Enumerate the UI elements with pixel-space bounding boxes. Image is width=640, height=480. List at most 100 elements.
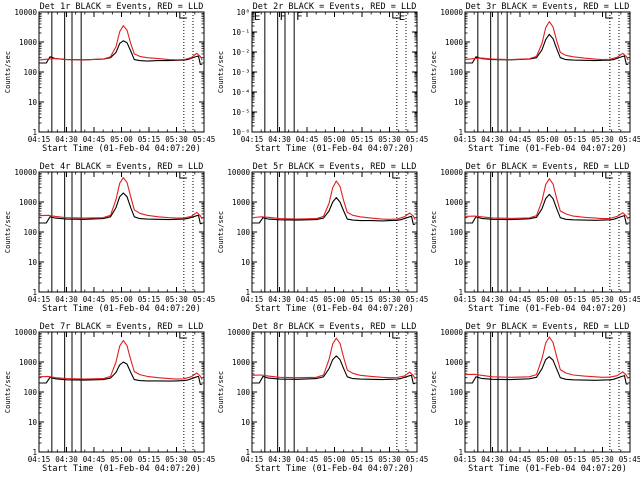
det9-ytick-label: 1000 xyxy=(445,358,464,367)
det6-lld-line xyxy=(464,178,629,220)
det7-panel: Det 7r BLACK = Events, RED = LLD Counts/s… xyxy=(4,322,215,474)
det9-events-line xyxy=(465,356,629,385)
det7-xtick-label: 04:15 xyxy=(28,455,51,464)
det6-xtick-label: 05:15 xyxy=(564,295,587,304)
det3-ytick-label: 100 xyxy=(449,68,463,77)
det6-ytick-label: 10000 xyxy=(440,168,463,177)
det3-xtick-label: 04:15 xyxy=(454,135,477,144)
det1-ytick-label: 1000 xyxy=(19,38,38,47)
det2-xtick-label: 05:45 xyxy=(406,135,429,144)
det1-lld-line xyxy=(38,25,203,61)
det4-ytick-label: 1 xyxy=(32,288,37,297)
det3-title: Det 3r BLACK = Events, RED = LLD xyxy=(466,2,630,12)
det5-ytick-label: 1 xyxy=(245,288,250,297)
det9-flag-bracket xyxy=(605,332,613,339)
det5-xtick-label: 04:45 xyxy=(296,295,319,304)
det9-ylabel: Counts/sec xyxy=(430,371,438,413)
det3-panel: Det 3r BLACK = Events, RED = LLD Counts/s… xyxy=(430,2,640,154)
det9-xtick-label: 05:15 xyxy=(564,455,587,464)
det4-xtick-label: 05:45 xyxy=(193,295,216,304)
det1-xtick-label: 05:45 xyxy=(193,135,216,144)
det8-xtick-label: 05:30 xyxy=(378,455,401,464)
det4-xtick-label: 05:00 xyxy=(110,295,133,304)
det8-ylabel: Counts/sec xyxy=(217,371,225,413)
det5-lld-line xyxy=(251,180,416,220)
det4-ytick-label: 10000 xyxy=(14,168,37,177)
det3-lld-line xyxy=(464,21,629,61)
det1-ytick-label: 10000 xyxy=(14,8,37,17)
det7-xlabel: Start Time (01-Feb-04 04:07:20) xyxy=(42,464,201,474)
det4-flag-bracket xyxy=(179,172,187,179)
det5-xtick-label: 05:00 xyxy=(323,295,346,304)
det5-panel: Det 5r BLACK = Events, RED = LLD Counts/s… xyxy=(217,162,428,314)
det7-ytick-label: 10000 xyxy=(14,328,37,337)
det8-xtick-label: 04:45 xyxy=(296,455,319,464)
det7-xtick-label: 05:15 xyxy=(138,455,161,464)
det5-flag-bracket xyxy=(392,172,400,179)
det2-flag-bracket xyxy=(392,12,400,19)
det8-panel: Det 8r BLACK = Events, RED = LLD Counts/s… xyxy=(217,322,428,474)
det8-xtick-label: 04:15 xyxy=(241,455,264,464)
det8-ytick-label: 10 xyxy=(241,418,251,427)
det6-title: Det 6r BLACK = Events, RED = LLD xyxy=(466,162,630,172)
det7-ytick-label: 1000 xyxy=(19,358,38,367)
det3-ylabel: Counts/sec xyxy=(430,51,438,93)
det7-ylabel: Counts/sec xyxy=(4,371,12,413)
det7-xtick-label: 05:00 xyxy=(110,455,133,464)
det4-ytick-label: 100 xyxy=(23,228,37,237)
det3-flag-bracket xyxy=(605,12,613,19)
det6-ytick-label: 1 xyxy=(458,288,463,297)
det2-xtick-label: 04:45 xyxy=(296,135,319,144)
det3-xtick-label: 04:45 xyxy=(509,135,532,144)
det1-xtick-label: 04:30 xyxy=(55,135,78,144)
det3-xtick-label: 05:15 xyxy=(564,135,587,144)
det7-lld-line xyxy=(38,339,203,380)
det7-xtick-label: 04:30 xyxy=(55,455,78,464)
det1-title: Det 1r BLACK = Events, RED = LLD xyxy=(40,2,204,12)
det7-xtick-label: 04:45 xyxy=(83,455,106,464)
det9-ytick-label: 10000 xyxy=(440,328,463,337)
det8-ytick-label: 100 xyxy=(236,388,250,397)
det1-xtick-label: 05:15 xyxy=(138,135,161,144)
det6-flag-bracket xyxy=(605,172,613,179)
det3-xlabel: Start Time (01-Feb-04 04:07:20) xyxy=(468,144,627,154)
det2-flag-letter: E xyxy=(254,10,261,23)
det5-title: Det 5r BLACK = Events, RED = LLD xyxy=(253,162,417,172)
det6-xtick-label: 05:45 xyxy=(619,295,640,304)
det9-xtick-label: 04:45 xyxy=(509,455,532,464)
det8-lld-line xyxy=(251,337,416,380)
det1-ytick-label: 1 xyxy=(32,128,37,137)
det8-xtick-label: 04:30 xyxy=(268,455,291,464)
det1-flag-bracket xyxy=(179,12,187,19)
det1-xlabel: Start Time (01-Feb-04 04:07:20) xyxy=(42,144,201,154)
det9-lld-line xyxy=(464,336,629,379)
det6-xtick-label: 05:00 xyxy=(536,295,559,304)
det3-xtick-label: 05:00 xyxy=(536,135,559,144)
det8-xlabel: Start Time (01-Feb-04 04:07:20) xyxy=(255,464,414,474)
det9-panel: Det 9r BLACK = Events, RED = LLD Counts/s… xyxy=(430,322,640,474)
det2-ytick-label: 10⁻¹ xyxy=(232,28,250,37)
det6-xtick-label: 05:30 xyxy=(591,295,614,304)
det1-xtick-label: 05:30 xyxy=(165,135,188,144)
det3-ytick-label: 1000 xyxy=(445,38,464,47)
det2-flag-letter: F xyxy=(280,10,287,23)
det4-panel: Det 4r BLACK = Events, RED = LLD Counts/s… xyxy=(4,162,215,314)
det1-xtick-label: 05:00 xyxy=(110,135,133,144)
det2-xtick-label: 05:00 xyxy=(323,135,346,144)
det2-ylabel: Counts/sec xyxy=(217,51,225,93)
det1-ytick-label: 10 xyxy=(28,98,38,107)
det4-xlabel: Start Time (01-Feb-04 04:07:20) xyxy=(42,304,201,314)
det2-title: Det 2r BLACK = Events, RED = LLD xyxy=(253,2,417,12)
det7-xtick-label: 05:45 xyxy=(193,455,216,464)
det6-panel: Det 6r BLACK = Events, RED = LLD Counts/s… xyxy=(430,162,640,314)
det2-ytick-label: 10⁻⁶ xyxy=(232,128,250,137)
det7-ytick-label: 10 xyxy=(28,418,38,427)
det1-xtick-label: 04:15 xyxy=(28,135,51,144)
det6-xtick-label: 04:30 xyxy=(481,295,504,304)
det5-xtick-label: 05:45 xyxy=(406,295,429,304)
det3-ytick-label: 1 xyxy=(458,128,463,137)
det9-xtick-label: 04:30 xyxy=(481,455,504,464)
det4-xtick-label: 05:30 xyxy=(165,295,188,304)
det5-ytick-label: 10000 xyxy=(227,168,250,177)
det5-ylabel: Counts/sec xyxy=(217,211,225,253)
